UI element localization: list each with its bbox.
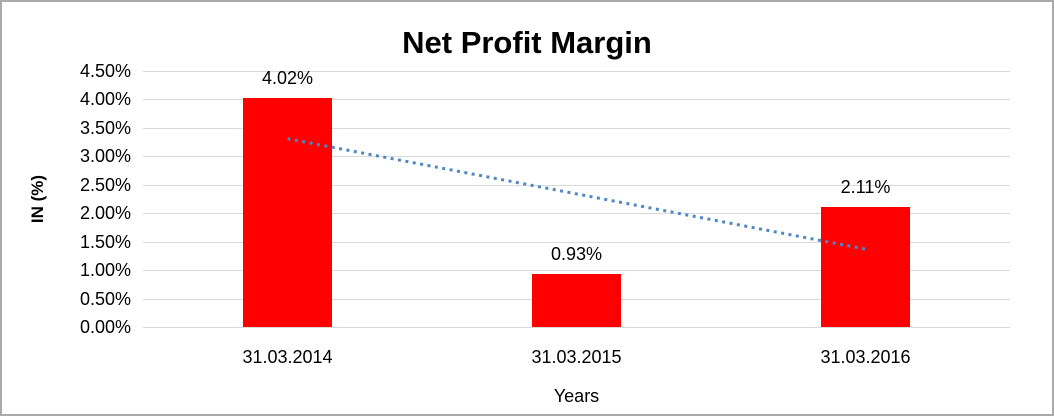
bar — [821, 206, 910, 327]
chart-title: Net Profit Margin — [402, 25, 652, 60]
x-tick-label: 31.03.2016 — [820, 347, 911, 367]
y-tick-label: 3.00% — [79, 146, 131, 166]
bar — [243, 98, 332, 327]
y-tick-label: 1.00% — [79, 260, 131, 280]
gridline — [143, 327, 1010, 328]
x-tick-label: 31.03.2014 — [242, 347, 333, 367]
y-tick-label: 2.00% — [79, 203, 131, 223]
y-tick-label: 3.50% — [79, 118, 131, 138]
x-tick-label: 31.03.2015 — [531, 347, 622, 367]
bar-value-label: 4.02% — [261, 68, 314, 89]
y-tick-label: 1.50% — [79, 232, 131, 252]
bar-value-label: 0.93% — [550, 244, 603, 265]
trendline — [287, 137, 866, 251]
y-tick-label: 2.50% — [79, 175, 131, 195]
y-tick-label: 4.50% — [79, 61, 131, 81]
y-tick-label: 4.00% — [79, 89, 131, 109]
y-tick-label: 0.50% — [79, 289, 131, 309]
bar-value-label: 2.11% — [840, 176, 891, 197]
x-axis-title: Years — [553, 386, 600, 406]
bar — [532, 274, 621, 327]
y-tick-label: 0.00% — [79, 317, 131, 337]
